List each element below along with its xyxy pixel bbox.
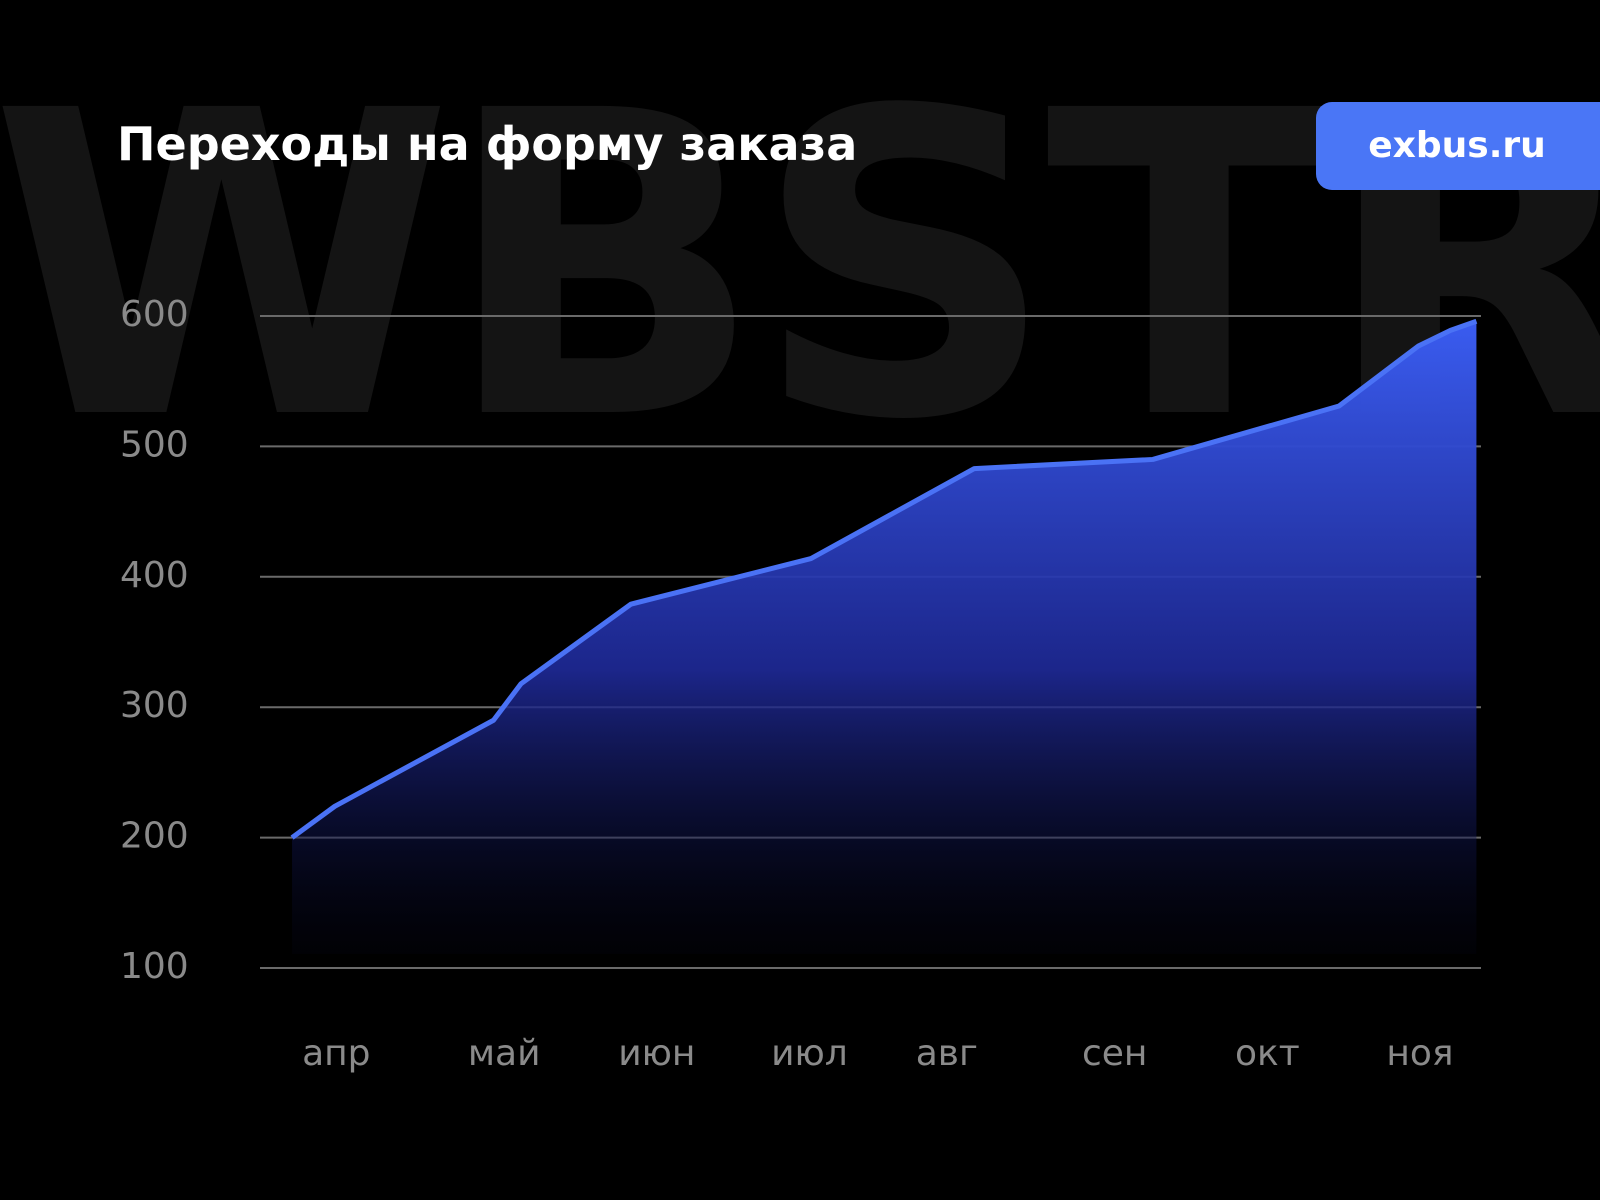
x-tick-label: окт [1235,1033,1300,1074]
x-tick-label: май [468,1033,541,1074]
y-tick-label: 300 [120,685,189,726]
x-tick-label: апр [302,1033,370,1074]
brand-badge [1316,102,1600,190]
line [290,318,1478,840]
brand: exbus.ru [1368,125,1546,166]
x-tick-label: авг [916,1033,978,1074]
chart-title: Переходы на форму заказа [117,117,857,171]
x-tick-label: июл [771,1033,848,1074]
x-tick-label: июн [618,1033,695,1074]
area [292,321,1477,954]
x-tick-label: сен [1082,1033,1147,1074]
y-tick-label: 100 [120,946,189,987]
x-tick-label: ноя [1386,1033,1453,1074]
y-tick-label: 400 [120,555,189,596]
plot: 100 200 300 400 500 600 апр май июн июл авг сен окт н… [120,294,1481,1074]
y-tick-label: 200 [120,816,189,857]
y-tick-label: 500 [120,424,189,465]
y-tick-label: 600 [120,294,189,335]
